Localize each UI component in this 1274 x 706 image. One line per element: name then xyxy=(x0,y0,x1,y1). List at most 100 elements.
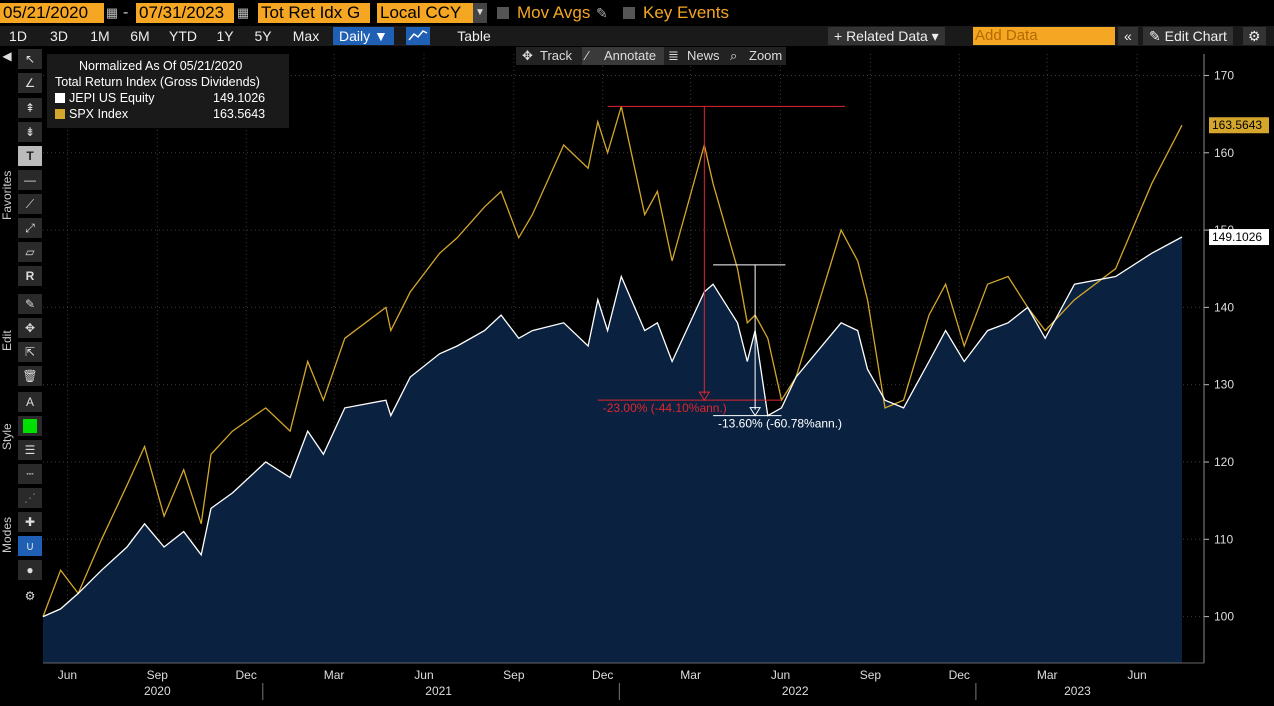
period-6m[interactable]: 6M xyxy=(130,28,150,44)
spx-swatch xyxy=(55,109,65,119)
table-button[interactable]: Table xyxy=(457,28,491,44)
calendar-icon[interactable]: ▦ xyxy=(236,5,250,20)
jepi-area-fill xyxy=(43,237,1182,663)
y-tick-label: 170 xyxy=(1214,68,1234,82)
y-tick-label: 110 xyxy=(1214,532,1233,546)
x-month-label: Sep xyxy=(860,668,882,682)
dollar-tool-icon[interactable]: ⇟ xyxy=(18,122,42,142)
move-icon[interactable]: ✥ xyxy=(18,318,42,338)
period-1d[interactable]: 1D xyxy=(9,28,27,44)
y-tick-label: 130 xyxy=(1214,378,1234,392)
x-month-label: Dec xyxy=(592,668,613,682)
end-date-field[interactable]: 07/31/2023 xyxy=(136,3,234,23)
trash-icon[interactable]: 🗑 xyxy=(18,366,42,386)
font-style-icon[interactable]: A xyxy=(18,392,42,412)
back-icon[interactable]: « xyxy=(1118,27,1138,45)
legend-spx-entry[interactable]: SPX Index xyxy=(55,106,128,122)
period-1m[interactable]: 1M xyxy=(90,28,110,44)
top-toolbar: 05/21/2020 ▦ - 07/31/2023 ▦ Tot Ret Idx … xyxy=(0,0,1274,26)
track-button[interactable]: Track xyxy=(540,48,573,63)
x-month-label: Mar xyxy=(324,668,345,682)
zoom-button[interactable]: Zoom xyxy=(749,48,783,63)
pointer-icon[interactable]: ↖ xyxy=(18,49,42,69)
horizontal-line-icon[interactable]: — xyxy=(18,170,42,190)
dotted-line-icon[interactable]: ⋰ xyxy=(18,488,42,508)
legend-return-type-line: Total Return Index (Gross Dividends) xyxy=(55,75,260,89)
zoom-icon[interactable]: ⌕ xyxy=(730,48,738,63)
x-month-label: Jun xyxy=(414,668,433,682)
annotate-icon[interactable]: ⁄ xyxy=(582,47,664,65)
x-month-label: Jun xyxy=(771,668,790,682)
frequency-dropdown[interactable]: Daily ▼ xyxy=(333,27,394,45)
news-icon[interactable]: ≣ xyxy=(668,48,679,63)
period-3d[interactable]: 3D xyxy=(50,28,68,44)
x-month-label: Dec xyxy=(236,668,257,682)
x-month-label: Dec xyxy=(949,668,970,682)
spx-price-tag xyxy=(1209,117,1269,134)
x-year-label: 2023 xyxy=(1064,684,1091,698)
mov-avgs-checkbox[interactable] xyxy=(497,7,509,19)
favorites-label: Favorites xyxy=(0,170,14,220)
color-picker[interactable] xyxy=(18,416,42,436)
jepi-price-tag xyxy=(1209,229,1269,246)
news-button[interactable]: News xyxy=(687,48,720,63)
pencil-icon[interactable]: ✎ xyxy=(596,5,608,21)
chart-canvas[interactable]: 100110120130140150160170163.5643149.1026… xyxy=(0,46,1274,706)
calendar-icon[interactable]: ▦ xyxy=(105,5,119,20)
modes-label: Modes xyxy=(0,516,14,554)
x-month-label: Sep xyxy=(503,668,525,682)
y-tick-label: 100 xyxy=(1214,610,1234,624)
edit-chart-button[interactable]: ✎ Edit Chart xyxy=(1143,27,1233,45)
jepi-swatch xyxy=(55,93,65,103)
legend-jepi-entry[interactable]: JEPI US Equity xyxy=(55,90,154,106)
annotate-button[interactable]: Annotate xyxy=(604,48,657,63)
return-type-field[interactable]: Tot Ret Idx G xyxy=(258,3,370,23)
ray-line-icon[interactable]: ⤢ xyxy=(18,218,42,238)
line-weight-icon[interactable]: ☰ xyxy=(18,440,42,460)
line-tool-icon[interactable]: ∠ xyxy=(18,73,42,93)
text-tool-icon[interactable]: T xyxy=(18,146,42,166)
period-ytd[interactable]: YTD xyxy=(169,28,197,44)
jepi-drawdown-arrow xyxy=(749,407,762,417)
pencil-icon[interactable]: ✎ xyxy=(18,294,42,314)
key-events-label[interactable]: Key Events xyxy=(643,3,729,22)
key-events-checkbox[interactable] xyxy=(623,7,635,19)
gear-icon[interactable]: ⚙ xyxy=(1243,27,1266,45)
edit-label: Edit xyxy=(0,330,14,352)
x-month-label: Jun xyxy=(58,668,77,682)
crosshair-icon[interactable]: ✚ xyxy=(18,512,42,532)
collapse-arrow-icon[interactable]: ◀ xyxy=(0,46,14,66)
y-tick-label: 160 xyxy=(1214,146,1234,160)
gear-icon[interactable]: ⚙ xyxy=(18,586,42,606)
mov-avgs-label[interactable]: Mov Avgs xyxy=(517,3,591,22)
region-tool-icon[interactable]: R xyxy=(18,266,42,286)
x-year-label: 2021 xyxy=(425,684,452,698)
select-icon[interactable]: ⇱ xyxy=(18,342,42,362)
spx-price-tag-label: 163.5643 xyxy=(1212,118,1262,132)
magnet-icon[interactable]: ∪ xyxy=(18,536,42,556)
chart-legend: Normalized As Of 05/21/2020 Total Return… xyxy=(47,54,289,128)
start-date-field[interactable]: 05/21/2020 xyxy=(0,3,104,23)
line-chart-icon[interactable] xyxy=(406,27,430,45)
line-style-icon[interactable]: ┄ xyxy=(18,464,42,484)
related-data-button[interactable]: + Related Data ▾ xyxy=(828,27,945,45)
x-year-label: 2020 xyxy=(144,684,171,698)
period-5y[interactable]: 5Y xyxy=(254,28,272,44)
chevron-down-icon[interactable]: ▼ xyxy=(473,3,487,23)
channel-tool-icon[interactable]: ▱ xyxy=(18,242,42,262)
add-data-input[interactable]: Add Data xyxy=(973,27,1115,45)
x-month-label: Jun xyxy=(1127,668,1146,682)
move-icon[interactable]: ✥ xyxy=(522,48,533,63)
chart-tools-bar: ✥ Track ⁄ Annotate ≣ News ⌕ Zoom xyxy=(516,47,786,65)
y-tick-label: 120 xyxy=(1214,455,1234,469)
legend-jepi-value: 149.1026 xyxy=(213,91,266,105)
period-max[interactable]: Max xyxy=(292,28,320,44)
period-1y[interactable]: 1Y xyxy=(216,28,234,44)
percent-tool-icon[interactable]: ⇞ xyxy=(18,98,42,118)
x-month-label: Sep xyxy=(147,668,169,682)
y-tick-label: 140 xyxy=(1214,300,1234,314)
date-separator: - xyxy=(123,4,129,21)
trend-line-icon[interactable]: ⟋ xyxy=(18,194,42,214)
palette-icon[interactable]: ● xyxy=(18,560,42,580)
currency-field[interactable]: Local CCY xyxy=(377,3,473,23)
